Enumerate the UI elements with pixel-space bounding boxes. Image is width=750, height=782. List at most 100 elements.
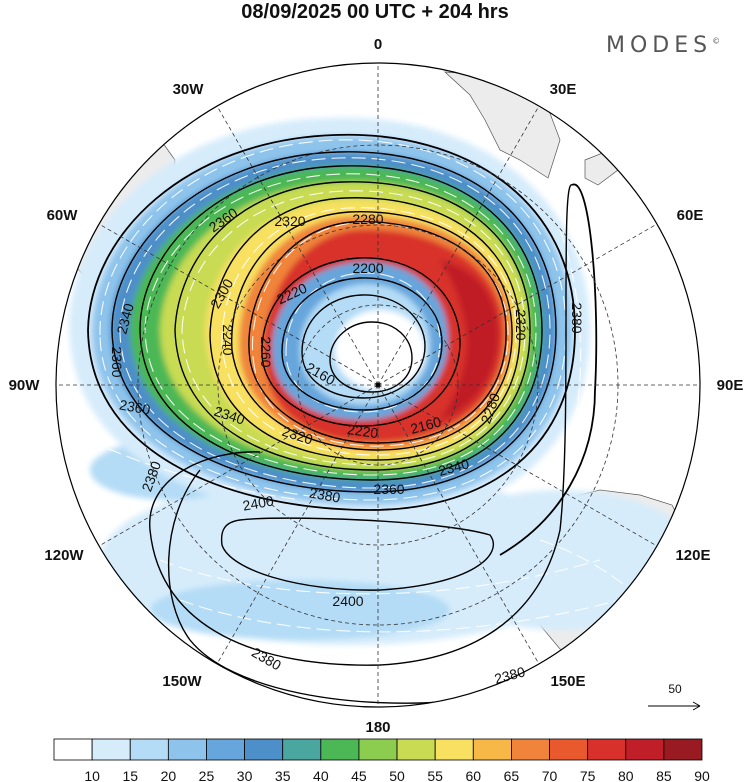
streamline-12 bbox=[539, 539, 681, 641]
colorbar-swatch bbox=[91, 738, 131, 761]
lon-label-120w: 120W bbox=[44, 547, 84, 564]
lon-label-60w: 60W bbox=[47, 207, 79, 224]
contour-label: 2340 bbox=[437, 455, 471, 479]
contour-label: 2360 bbox=[373, 481, 404, 497]
contour-2260 bbox=[231, 211, 513, 451]
lon-label-180: 180 bbox=[365, 719, 390, 736]
colorbar-swatch bbox=[282, 738, 322, 761]
band-15-east bbox=[420, 490, 700, 630]
colorbar-tick-label: 40 bbox=[313, 768, 329, 782]
colorbar-swatch bbox=[663, 738, 703, 761]
map-border bbox=[55, 62, 701, 708]
contour-2400-inner bbox=[220, 517, 495, 591]
colorbar-swatch bbox=[358, 738, 398, 761]
lon-label-30e: 30E bbox=[550, 81, 577, 98]
contour-2220 bbox=[261, 257, 461, 427]
contour-label: 2400 bbox=[241, 492, 275, 513]
band-core bbox=[440, 260, 499, 420]
contour-label: 2340 bbox=[113, 301, 137, 335]
streamline-11 bbox=[559, 229, 582, 471]
streamline-8 bbox=[159, 559, 601, 595]
colorbar-tick-label: 35 bbox=[275, 768, 291, 782]
wind-streamlines bbox=[89, 139, 681, 641]
meridian-60w bbox=[98, 223, 379, 386]
colorbar-swatch bbox=[206, 738, 245, 761]
reference-vector-arrowhead bbox=[692, 701, 701, 711]
streamline-7 bbox=[285, 272, 441, 413]
contour-2320 bbox=[139, 165, 543, 481]
colorbar-tick-label: 90 bbox=[694, 768, 710, 782]
wind-speed-field bbox=[69, 117, 700, 645]
colorbar-swatch bbox=[511, 738, 550, 761]
map-title: 08/09/2025 00 UTC + 204 hrs bbox=[241, 1, 509, 23]
contour-label: 2260 bbox=[258, 336, 274, 367]
meridian-60e bbox=[377, 223, 658, 386]
contour-label: 2400 bbox=[332, 593, 363, 609]
meridian-150w bbox=[216, 384, 379, 665]
colorbar-swatch bbox=[549, 738, 589, 761]
lon-label-30w: 30W bbox=[173, 81, 205, 98]
contour-label: 2360 bbox=[109, 346, 125, 377]
contour-label: 2280 bbox=[352, 211, 383, 227]
colorbar-swatch bbox=[587, 738, 627, 761]
colorbar-swatch bbox=[472, 738, 512, 761]
contour-label: 2320 bbox=[513, 309, 529, 340]
meridian-120w bbox=[98, 384, 379, 547]
contour-2380-outer bbox=[499, 183, 598, 556]
lon-label-120e: 120E bbox=[675, 547, 710, 564]
colorbar-swatch bbox=[129, 738, 169, 761]
colorbar-tick-label: 55 bbox=[427, 768, 443, 782]
meridian-150e bbox=[377, 384, 540, 665]
colorbar-swatch bbox=[244, 738, 284, 761]
colorbar-tick-label: 50 bbox=[389, 768, 405, 782]
lat-circle-2 bbox=[217, 224, 539, 546]
contour-2300 bbox=[174, 181, 531, 471]
reference-vector-label: 50 bbox=[668, 682, 682, 696]
colorbar-swatch bbox=[320, 738, 360, 761]
band-20-south bbox=[150, 580, 450, 640]
colorbar-swatch bbox=[396, 738, 436, 761]
colorbar-swatch bbox=[53, 738, 93, 761]
longitude-labels: 0 30E 60E 90E 120E 150E 180 150W 120W 90… bbox=[9, 36, 744, 736]
contour-2180 bbox=[301, 294, 426, 399]
logo-text: MODES bbox=[606, 33, 713, 58]
streamline-9 bbox=[179, 599, 621, 633]
contour-label: 2320 bbox=[274, 213, 305, 229]
streamline-3 bbox=[144, 173, 537, 476]
contour-label: 2360 bbox=[118, 396, 152, 417]
map-disc bbox=[56, 63, 700, 707]
south-pole-marker bbox=[375, 382, 381, 388]
colorbar-tick-label: 15 bbox=[122, 768, 138, 782]
streamline-10 bbox=[89, 439, 301, 501]
logo-mark: © bbox=[712, 36, 721, 46]
colorbar-swatch bbox=[434, 738, 474, 761]
colorbar-tick-label: 75 bbox=[580, 768, 596, 782]
contour-label: 2240 bbox=[220, 324, 236, 355]
height-contours bbox=[87, 133, 651, 704]
contour-2340 bbox=[111, 151, 557, 493]
lon-label-150w: 150W bbox=[162, 673, 202, 690]
contour-label: 2380 bbox=[569, 302, 585, 333]
contour-label: 2380 bbox=[308, 484, 342, 505]
contour-label: 2220 bbox=[346, 421, 379, 441]
colorbar-tick-label: 45 bbox=[351, 768, 367, 782]
modes-logo: MODES© bbox=[606, 33, 720, 58]
meridian-120e bbox=[377, 384, 658, 547]
colorbar-tick-label: 65 bbox=[504, 768, 520, 782]
lon-label-90e: 90E bbox=[717, 377, 744, 394]
streamline-2 bbox=[119, 157, 551, 489]
colorbar-tick-label: 30 bbox=[237, 768, 253, 782]
streamline-5 bbox=[221, 207, 517, 456]
contour-label: 2160 bbox=[409, 413, 443, 437]
contour-label: 2380 bbox=[493, 663, 527, 687]
contour-2280 bbox=[209, 197, 521, 461]
lon-label-90w: 90W bbox=[9, 377, 41, 394]
lon-label-0: 0 bbox=[374, 36, 382, 53]
contour-2200 bbox=[281, 277, 443, 411]
lon-label-60e: 60E bbox=[677, 207, 704, 224]
contour-label: 2200 bbox=[352, 260, 383, 276]
colorbar-tick-label: 85 bbox=[656, 768, 672, 782]
lon-label-150e: 150E bbox=[550, 673, 585, 690]
graticule bbox=[56, 63, 700, 707]
